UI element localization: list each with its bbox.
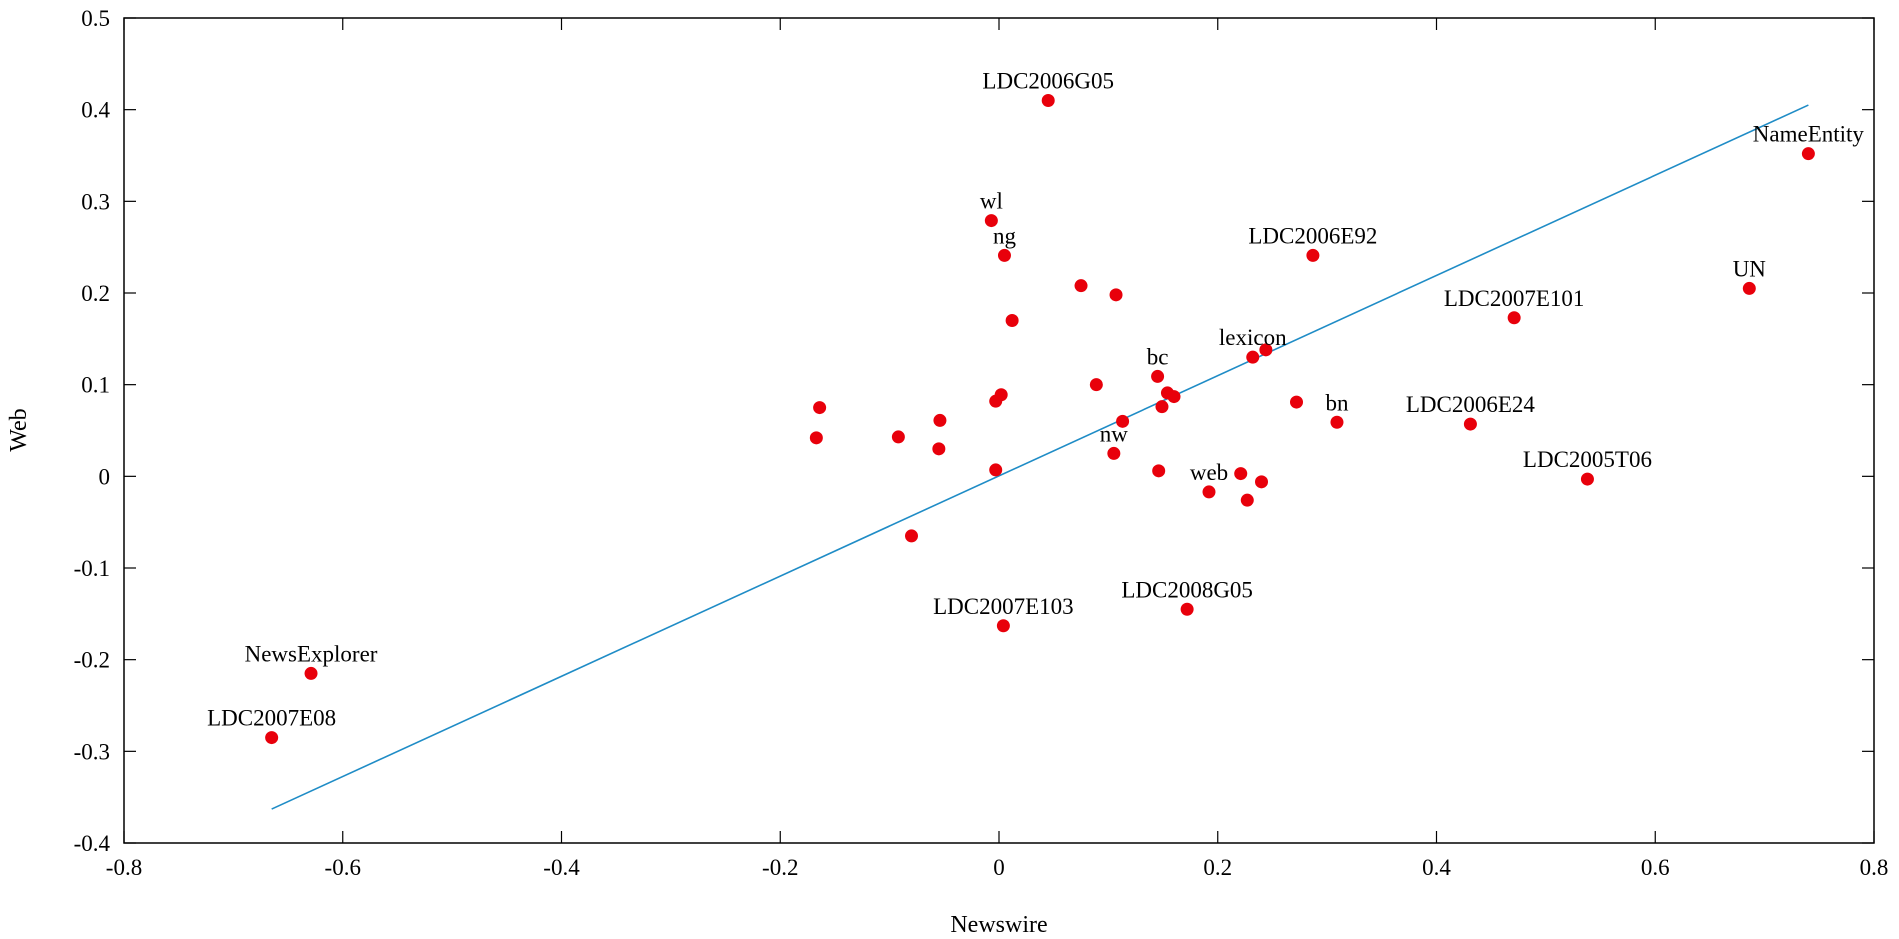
data-point	[1240, 493, 1254, 507]
data-point	[304, 666, 318, 680]
data-point	[1507, 311, 1521, 325]
point-label: ng	[993, 223, 1017, 248]
data-point	[1005, 314, 1019, 327]
y-tick-label: 0	[99, 464, 111, 489]
data-point	[1180, 602, 1194, 616]
data-point	[1167, 390, 1181, 404]
data-point	[1202, 485, 1216, 499]
data-point	[1290, 395, 1303, 409]
y-tick-label: 0.3	[81, 189, 110, 214]
data-point	[1152, 464, 1166, 478]
y-tick-label: 0.2	[81, 281, 110, 306]
x-tick-label: -0.8	[106, 855, 142, 880]
x-tick-label: 0.2	[1203, 855, 1232, 880]
point-label: bn	[1325, 390, 1349, 415]
data-point	[1234, 467, 1248, 481]
data-point	[265, 731, 279, 745]
data-point	[1255, 475, 1268, 489]
x-tick-label: 0.6	[1641, 855, 1670, 880]
axis-ticks	[123, 17, 1875, 844]
x-tick-label: -0.4	[543, 855, 580, 880]
point-label: NameEntity	[1753, 122, 1865, 147]
x-tick-label: 0.4	[1422, 855, 1451, 880]
data-point	[891, 430, 905, 444]
point-label: LDC2007E103	[933, 594, 1074, 619]
x-tick-label: -0.2	[762, 855, 798, 880]
data-point	[1107, 446, 1121, 460]
point-label: LDC2007E08	[207, 706, 336, 731]
data-point	[1041, 94, 1055, 107]
data-point	[989, 463, 1003, 477]
data-point	[809, 431, 823, 445]
x-tick-label: 0.8	[1860, 855, 1889, 880]
x-axis-title: Newswire	[950, 912, 1047, 938]
data-point	[813, 401, 827, 415]
point-label: nw	[1100, 421, 1129, 446]
point-label: web	[1190, 460, 1228, 485]
data-point	[1089, 378, 1103, 392]
data-point	[1801, 147, 1815, 161]
data-point	[905, 529, 918, 543]
data-point	[1155, 400, 1169, 414]
point-label: LDC2007E101	[1444, 286, 1585, 311]
point-label: LDC2008G05	[1121, 577, 1253, 602]
regression-line	[271, 104, 1809, 810]
data-point	[1259, 343, 1273, 357]
y-tick-label: 0.5	[81, 6, 110, 31]
point-label: lexicon	[1219, 325, 1287, 350]
point-label: bc	[1147, 344, 1169, 369]
data-point	[1580, 472, 1594, 486]
data-point	[1151, 369, 1165, 383]
point-label: wl	[980, 189, 1003, 214]
plot-frame	[123, 17, 1875, 844]
data-point	[1330, 415, 1344, 429]
point-label: LDC2005T06	[1523, 447, 1652, 472]
y-axis-title: Web	[6, 408, 32, 451]
data-point	[933, 413, 947, 427]
data-point	[1109, 288, 1123, 302]
data-point	[996, 619, 1010, 633]
data-point	[1742, 281, 1756, 295]
y-tick-label: -0.4	[74, 831, 111, 856]
data-point	[1074, 279, 1088, 293]
y-tick-label: 0.4	[81, 98, 110, 123]
data-point	[997, 248, 1011, 262]
data-point	[932, 442, 946, 456]
point-label: LDC2006E24	[1406, 392, 1536, 417]
y-tick-label: -0.2	[74, 648, 110, 673]
data-point	[1306, 248, 1320, 262]
data-point	[1246, 350, 1260, 364]
tick-labels: -0.8 -0.6 -0.4 -0.2 0 0.2 0.4 0.6 0.8 -0.4 -0.3 -0.…	[74, 6, 1889, 880]
data-points	[265, 94, 1815, 745]
y-tick-label: -0.3	[74, 739, 110, 764]
data-point	[984, 214, 998, 228]
data-point	[1116, 414, 1130, 428]
y-tick-label: -0.1	[74, 556, 110, 581]
point-labels: LDC2006G05 NameEntity wl ng LDC2006E92 UN LDC2…	[207, 69, 1864, 731]
x-tick-label: -0.6	[325, 855, 361, 880]
point-label: LDC2006E92	[1248, 223, 1377, 248]
point-label: LDC2006G05	[982, 69, 1114, 94]
data-point	[989, 394, 1003, 408]
point-label: UN	[1733, 256, 1767, 281]
point-label: NewsExplorer	[245, 641, 378, 666]
y-tick-label: 0.1	[81, 373, 110, 398]
x-tick-label: 0	[993, 855, 1005, 880]
data-point	[1463, 417, 1477, 431]
